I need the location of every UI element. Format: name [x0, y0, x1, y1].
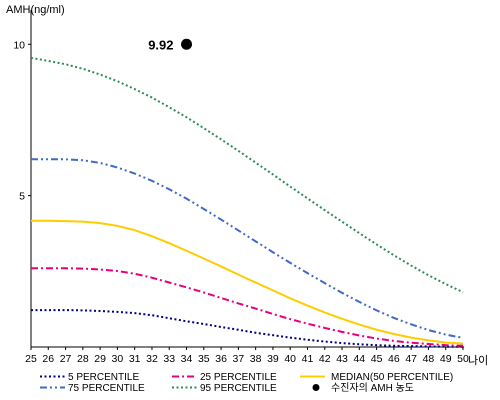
series-line-5-percentile: [31, 309, 463, 348]
x-tick-label: 50: [457, 353, 469, 365]
highlight-point-label: 9.92: [148, 37, 173, 52]
x-tick-label: 47: [405, 353, 417, 365]
x-tick-label: 37: [233, 353, 245, 365]
x-tick-label: 28: [77, 353, 89, 365]
legend-label: 75 PERCENTILE: [68, 383, 145, 394]
x-axis-title: 나이: [468, 354, 488, 367]
x-tick-label: 32: [146, 353, 158, 365]
highlight-point-group: 9.92: [148, 37, 193, 52]
x-tick-label: 34: [181, 353, 193, 365]
legend-label: 5 PERCENTILE: [68, 372, 139, 383]
y-axis-title: AMH(ng/ml): [6, 4, 65, 16]
x-tick-label: 44: [353, 353, 365, 365]
x-tick-label: 27: [60, 353, 72, 365]
y-tick-label: 10: [13, 39, 25, 51]
legend-marker: [312, 384, 320, 391]
x-tick-label: 49: [440, 353, 452, 365]
series-line-95-percentile: [30, 56, 464, 294]
legend-label: 95 PERCENTILE: [200, 383, 277, 394]
x-tick-label: 40: [284, 353, 296, 365]
x-tick-label: 43: [336, 353, 348, 365]
x-tick-label: 42: [319, 353, 331, 365]
x-tick-label: 30: [112, 353, 124, 365]
x-tick-label: 39: [267, 353, 279, 365]
legend-label: 25 PERCENTILE: [200, 372, 277, 383]
x-tick-label: 31: [129, 353, 141, 365]
x-tick-label: 26: [42, 353, 54, 365]
legend: 5 PERCENTILE 25 PERCENTILE MEDIAN(50 PERCE…: [40, 372, 453, 394]
x-tick-label: 38: [250, 353, 262, 365]
x-tick-label: 48: [423, 353, 435, 365]
x-tick-label: 45: [371, 353, 383, 365]
x-tick-label: 33: [163, 353, 175, 365]
x-tick-label: 35: [198, 353, 210, 365]
legend-label: MEDIAN(50 PERCENTILE): [331, 372, 453, 383]
series-lines: [30, 56, 464, 348]
x-tick-label: 29: [94, 353, 106, 365]
series-line-median-50-percentile: [31, 219, 464, 345]
x-tick-label: 25: [25, 353, 37, 365]
x-tick-label: 36: [215, 353, 227, 365]
legend-label: 수진자의 AMH 농도: [331, 382, 414, 394]
highlight-point: [181, 38, 193, 50]
x-tick-label: 41: [302, 353, 314, 365]
x-tick-label: 46: [388, 353, 400, 365]
series-line-25-percentile: [31, 267, 464, 347]
y-tick-label: 5: [19, 191, 25, 203]
axes: 25 26 27 28 29 30 31 32 33 34 35 36 37 38 39 40 41 42 43 44…: [13, 10, 469, 365]
